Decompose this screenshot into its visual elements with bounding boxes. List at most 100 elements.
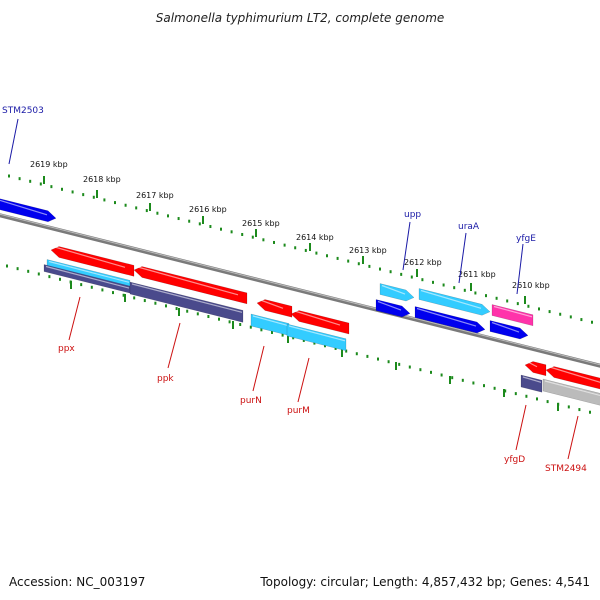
gene-highlight	[526, 360, 538, 368]
gene-label: yfgD	[504, 455, 525, 465]
track-dot	[569, 315, 572, 319]
gene-highlight	[544, 380, 600, 397]
track-dot	[251, 235, 254, 239]
track-dot	[198, 222, 201, 226]
track-dot	[82, 193, 85, 197]
track-dot	[80, 283, 83, 287]
track-dot	[27, 269, 30, 273]
track-dot	[400, 272, 403, 276]
tick-label: 2610 kbp	[512, 281, 550, 290]
accession-text: Accession: NC_003197	[9, 575, 146, 589]
track-dot	[271, 330, 273, 334]
tick-label: 2613 kbp	[349, 246, 387, 255]
track-dot	[6, 264, 8, 268]
track-dot	[326, 254, 328, 258]
track-dot	[514, 392, 517, 396]
track-dot	[304, 248, 307, 252]
gene-label: purM	[287, 406, 310, 416]
major-tick	[362, 256, 364, 264]
leader-line	[515, 404, 527, 451]
gene-highlight	[135, 265, 239, 296]
gene-highlight	[288, 325, 346, 342]
gene-arrow	[286, 323, 347, 352]
track-dot	[188, 219, 191, 223]
major-tick	[416, 269, 418, 277]
major-tick	[255, 229, 257, 237]
track-dot	[440, 373, 443, 377]
track-dot	[249, 325, 252, 329]
track-dot	[430, 370, 432, 374]
track-dot	[262, 238, 265, 242]
tick-label: 2615 kbp	[242, 219, 280, 228]
track-dot	[112, 291, 114, 295]
gene-highlight	[416, 307, 477, 327]
track-dot	[324, 344, 326, 348]
gene-arrow	[290, 310, 350, 335]
leader-line	[567, 415, 579, 460]
track-dot	[241, 232, 244, 236]
gene-label: purN	[240, 396, 262, 406]
track-dot	[336, 256, 339, 260]
track-dot	[114, 201, 116, 205]
leader-line	[458, 232, 467, 284]
track-dot	[368, 264, 371, 268]
gene-highlight	[252, 315, 289, 327]
track-dot	[474, 291, 477, 295]
track-dot	[410, 275, 413, 279]
track-dot	[432, 280, 434, 284]
track-dot	[506, 299, 509, 303]
track-dot	[548, 310, 551, 314]
gene-label: upp	[404, 210, 421, 220]
major-tick	[178, 308, 180, 316]
track-dot	[281, 333, 284, 337]
track-dot	[228, 320, 231, 324]
track-dot	[175, 307, 178, 311]
track-dot	[525, 394, 528, 398]
track-dot	[366, 354, 369, 358]
gene-highlight	[491, 321, 520, 333]
gene-label: ppx	[58, 344, 75, 354]
track-dot	[567, 405, 570, 409]
tick-label: 2611 kbp	[458, 270, 496, 279]
track-dot	[493, 386, 496, 390]
track-dot	[334, 346, 337, 350]
gene-arrow	[491, 304, 534, 327]
track-dot	[421, 278, 424, 282]
major-tick	[503, 389, 505, 397]
track-dot	[207, 315, 210, 319]
track-dot	[315, 251, 318, 255]
leader-line	[516, 243, 524, 295]
major-tick	[96, 190, 98, 198]
track-dot	[273, 240, 275, 244]
major-tick	[524, 296, 526, 304]
gene-arrow	[545, 366, 600, 390]
gene-label: ppk	[157, 374, 174, 384]
gene-arrow	[129, 281, 244, 323]
track-dot	[419, 368, 422, 372]
track-dot	[495, 296, 498, 300]
major-tick	[395, 362, 397, 370]
tick-labels: 2619 kbp 2618 kbp 2617 kbp 2616 kbp 2615…	[30, 160, 550, 290]
track-dot	[103, 198, 106, 202]
track-dot	[589, 410, 591, 414]
gene-arrow	[256, 299, 293, 318]
track-dot	[347, 259, 350, 263]
track-dot	[8, 174, 10, 178]
track-dot	[143, 299, 146, 303]
track-dot	[387, 360, 390, 364]
genome-backbone	[0, 213, 600, 368]
gene-arrow	[542, 378, 600, 406]
gene-label: STM2503	[2, 106, 44, 116]
gene-arrow	[524, 361, 547, 377]
track-dot	[472, 381, 475, 385]
track-dot	[294, 246, 297, 250]
track-dot	[135, 206, 138, 210]
gene-highlight	[493, 305, 533, 318]
track-dot	[302, 338, 305, 342]
track-dot	[220, 227, 222, 231]
track-dot	[218, 317, 220, 321]
track-dot	[156, 211, 159, 215]
tick-label: 2616 kbp	[189, 205, 227, 214]
major-tick	[341, 349, 343, 357]
